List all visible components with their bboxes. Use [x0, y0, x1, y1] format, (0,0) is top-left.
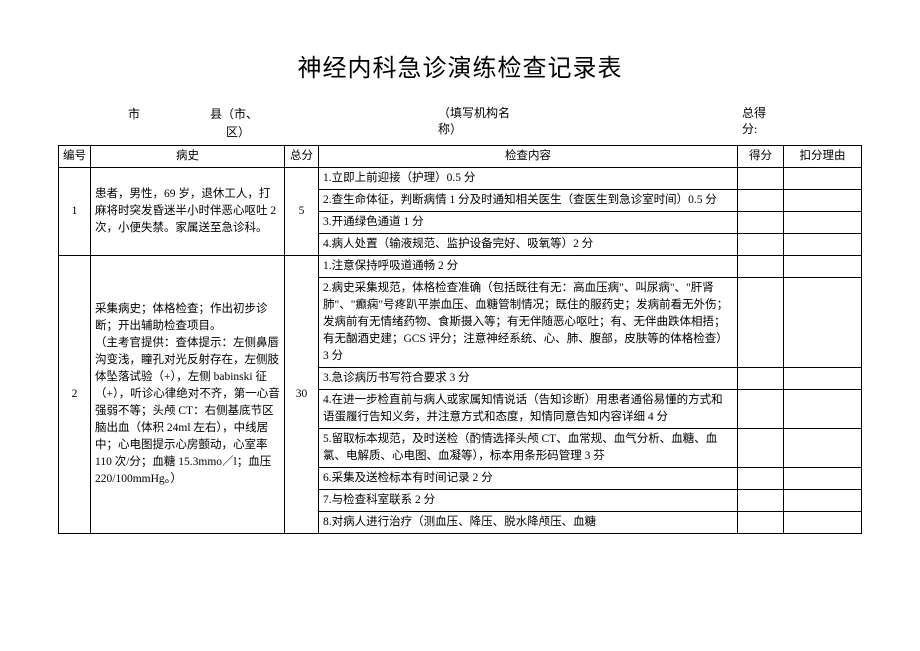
cell-total: 30	[285, 256, 319, 534]
cell-content: 4.在进一步检直前与病人或家属知情说话（告知诊断）用患者通俗易懂的方式和语蛋履行…	[319, 390, 738, 429]
cell-score	[738, 212, 784, 234]
cell-num: 2	[59, 256, 91, 534]
cell-content: 2.查生命体征，判断病情 1 分及时通知相关医生（查医生到急诊室时间）0.5 分	[319, 190, 738, 212]
cell-reason	[784, 212, 862, 234]
cell-num: 1	[59, 168, 91, 256]
table-row: 2采集病史；体格检查；作出初步诊断；开出辅助检查项目。 （主考官提供：查体提示：…	[59, 256, 862, 278]
col-num: 编号	[59, 146, 91, 168]
cell-reason	[784, 256, 862, 278]
cell-reason	[784, 234, 862, 256]
cell-content: 1.注意保持呼吸道通畅 2 分	[319, 256, 738, 278]
table-row: 1患者，男性，69 岁，退休工人，打麻将时突发昏迷半小时伴恶心呕吐 2 次，小便…	[59, 168, 862, 190]
page-title: 神经内科急诊演练检查记录表	[58, 48, 862, 83]
cell-score	[738, 429, 784, 468]
cell-content: 5.留取标本规范，及时送检（酌情选择头颅 CT、血常规、血气分析、血糖、血氯、电…	[319, 429, 738, 468]
cell-reason	[784, 512, 862, 534]
cell-total: 5	[285, 168, 319, 256]
cell-score	[738, 512, 784, 534]
total-score-label-2: 分:	[742, 121, 802, 137]
cell-score	[738, 234, 784, 256]
org-label-2: 称）	[438, 121, 608, 137]
county-label-1: 县（市、	[210, 107, 258, 121]
col-reason: 扣分理由	[784, 146, 862, 168]
header-mid: （填写机构名 称）	[438, 105, 608, 137]
header-meta: 市 县（市、 区） （填写机构名 称） 总得 分:	[58, 105, 862, 141]
cell-history: 患者，男性，69 岁，退休工人，打麻将时突发昏迷半小时伴恶心呕吐 2 次，小便失…	[91, 168, 285, 256]
table-header-row: 编号 病史 总分 检查内容 得分 扣分理由	[59, 146, 862, 168]
cell-reason	[784, 190, 862, 212]
cell-content: 3.急诊病历书写符合要求 3 分	[319, 368, 738, 390]
county-label-2: 区）	[226, 125, 250, 139]
cell-score	[738, 190, 784, 212]
cell-reason	[784, 390, 862, 429]
col-score: 得分	[738, 146, 784, 168]
cell-score	[738, 278, 784, 368]
cell-reason	[784, 278, 862, 368]
org-label-1: （填写机构名	[438, 105, 608, 121]
cell-score	[738, 468, 784, 490]
total-score-label-1: 总得	[742, 105, 802, 121]
cell-content: 8.对病人进行治疗（测血压、降压、脱水降颅压、血糖	[319, 512, 738, 534]
col-total: 总分	[285, 146, 319, 168]
cell-reason	[784, 468, 862, 490]
main-table: 编号 病史 总分 检查内容 得分 扣分理由 1患者，男性，69 岁，退休工人，打…	[58, 145, 862, 534]
cell-score	[738, 368, 784, 390]
cell-content: 3.开通绿色通道 1 分	[319, 212, 738, 234]
city-label: 市	[128, 107, 140, 121]
cell-content: 6.采集及送检标本有时间记录 2 分	[319, 468, 738, 490]
table-body: 1患者，男性，69 岁，退休工人，打麻将时突发昏迷半小时伴恶心呕吐 2 次，小便…	[59, 168, 862, 534]
cell-history: 采集病史；体格检查；作出初步诊断；开出辅助检查项目。 （主考官提供：查体提示：左…	[91, 256, 285, 534]
cell-score	[738, 390, 784, 429]
cell-score	[738, 256, 784, 278]
cell-reason	[784, 368, 862, 390]
cell-reason	[784, 490, 862, 512]
cell-content: 1.立即上前迎接（护理）0.5 分	[319, 168, 738, 190]
cell-score	[738, 168, 784, 190]
header-right: 总得 分:	[742, 105, 802, 137]
cell-reason	[784, 429, 862, 468]
cell-content: 4.病人处置（输液规范、监护设备完好、吸氧等）2 分	[319, 234, 738, 256]
col-content: 检查内容	[319, 146, 738, 168]
cell-content: 2.病史采集规范，体格检查准确（包括既往有无：高血压病"、叫尿病"、"肝肾肺"、…	[319, 278, 738, 368]
cell-score	[738, 490, 784, 512]
cell-content: 7.与检查科室联系 2 分	[319, 490, 738, 512]
header-left: 市 县（市、 区）	[58, 105, 258, 141]
col-history: 病史	[91, 146, 285, 168]
cell-reason	[784, 168, 862, 190]
